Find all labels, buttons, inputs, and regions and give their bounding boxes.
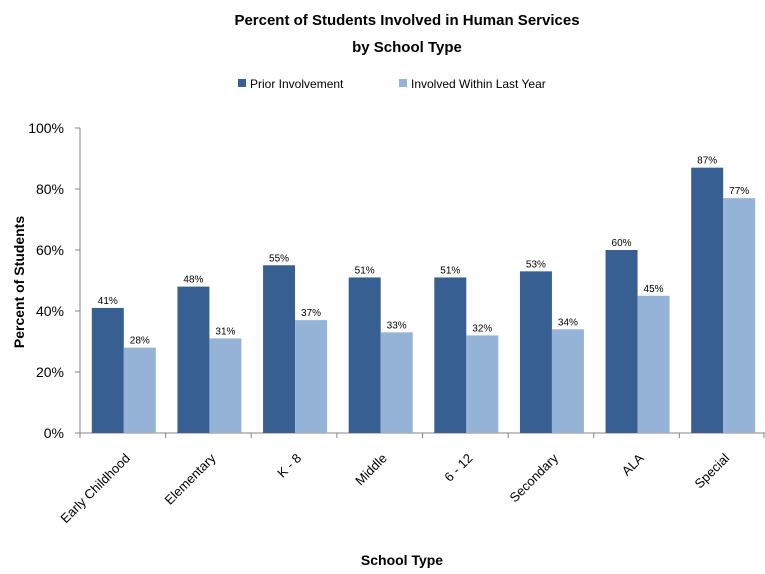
x-axis-title: School Type [361, 552, 443, 568]
bar-involved-last-year [295, 320, 328, 433]
bar-involved-last-year [123, 347, 156, 433]
bar-involved-last-year [723, 198, 756, 433]
legend-swatch-prior [238, 79, 246, 87]
bar-involved-last-year [380, 332, 413, 433]
data-label-last-year: 31% [215, 326, 235, 337]
category-label: Early Childhood [57, 451, 133, 527]
bar-prior-involvement [691, 167, 724, 433]
y-tick-label: 60% [36, 242, 64, 258]
category-label: ALA [619, 450, 647, 478]
bar-prior-involvement [91, 307, 124, 433]
data-label-prior: 60% [612, 238, 632, 249]
bar-involved-last-year [466, 335, 499, 433]
data-label-last-year: 32% [472, 323, 492, 334]
data-label-last-year: 28% [130, 336, 150, 347]
y-tick-label: 20% [36, 364, 64, 380]
bar-involved-last-year [637, 295, 670, 433]
bar-prior-involvement [348, 277, 381, 433]
legend-label-last-year: Involved Within Last Year [411, 77, 546, 91]
bar-prior-involvement [519, 271, 552, 433]
data-label-prior: 41% [98, 296, 118, 307]
bar-prior-involvement [605, 250, 638, 433]
chart-title-line-2: by School Type [352, 39, 462, 56]
bar-prior-involvement [177, 286, 210, 433]
data-label-prior: 51% [440, 265, 460, 276]
data-label-prior: 48% [183, 275, 203, 286]
bar-involved-last-year [551, 329, 584, 433]
y-tick-label: 100% [28, 120, 64, 136]
data-label-last-year: 45% [644, 284, 664, 295]
data-label-prior: 55% [269, 253, 289, 264]
category-label: K - 8 [274, 451, 304, 481]
plot-area: 0% 20% 40% 60% 80% 100% 41% 28% Early Childhood 4… [28, 120, 765, 526]
category-label: Secondary [507, 450, 562, 505]
bar-prior-involvement [434, 277, 467, 433]
legend: Prior Involvement Involved Within Last Y… [238, 77, 546, 91]
data-label-prior: 51% [355, 265, 375, 276]
data-label-last-year: 77% [729, 186, 749, 197]
category-label: 6 - 12 [441, 451, 475, 485]
y-tick-label: 80% [36, 181, 64, 197]
category-label: Special [692, 450, 733, 491]
bar-prior-involvement [263, 265, 296, 433]
y-tick-label: 40% [36, 303, 64, 319]
legend-label-prior: Prior Involvement [250, 77, 344, 91]
data-label-prior: 53% [526, 259, 546, 270]
chart-title-line-1: Percent of Students Involved in Human Se… [234, 12, 579, 29]
y-tick-label: 0% [44, 425, 64, 441]
data-label-last-year: 37% [301, 308, 321, 319]
bar-involved-last-year [209, 338, 242, 433]
category-label: Elementary [161, 450, 218, 507]
category-label: Middle [352, 451, 390, 489]
data-label-last-year: 33% [387, 320, 407, 331]
y-axis-title: Percent of Students [11, 216, 27, 348]
data-label-prior: 87% [697, 156, 717, 167]
data-label-last-year: 34% [558, 317, 578, 328]
legend-swatch-last-year [399, 79, 407, 87]
